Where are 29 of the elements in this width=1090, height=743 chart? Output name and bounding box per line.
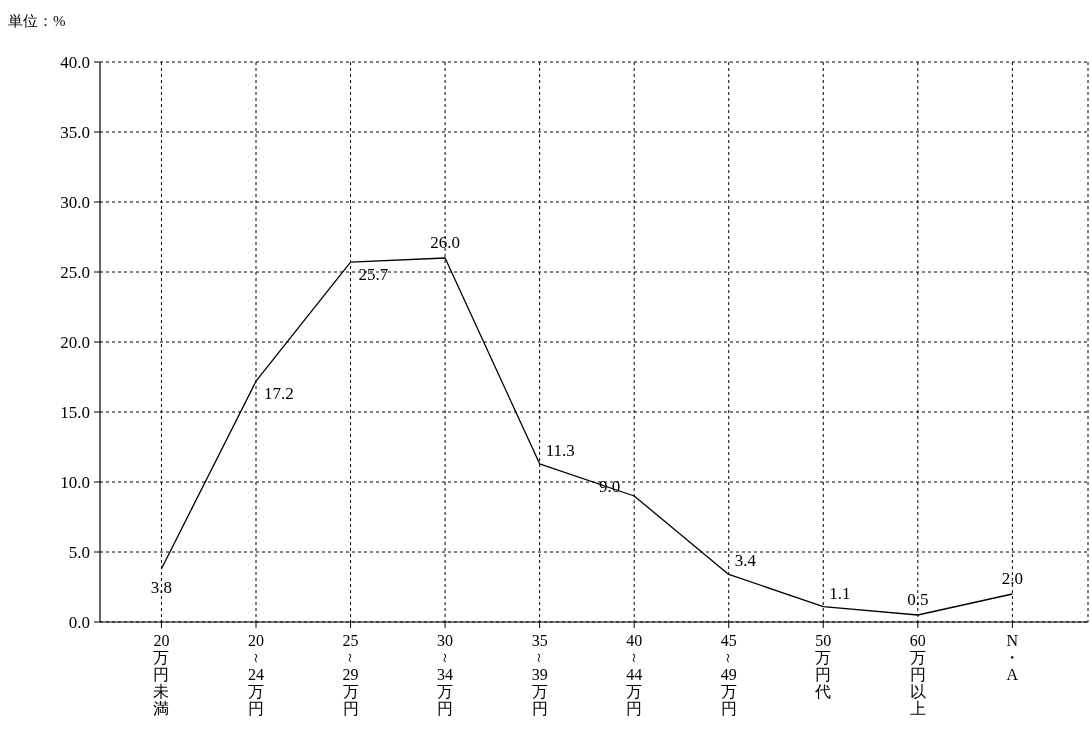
y-tick-label: 35.0 xyxy=(60,123,90,142)
y-tick-label: 20.0 xyxy=(60,333,90,352)
y-tick-label: 15.0 xyxy=(60,403,90,422)
data-label: 11.3 xyxy=(545,440,575,460)
data-label: 26.0 xyxy=(430,233,460,252)
category-label: N・A xyxy=(1004,632,1021,683)
y-axis-title: 単位：% xyxy=(8,13,66,29)
y-tick-label: 5.0 xyxy=(68,543,90,562)
y-tick-label: 30.0 xyxy=(60,193,90,212)
y-tick-label: 0.0 xyxy=(68,613,90,632)
category-label: 60万円以上 xyxy=(909,632,926,717)
category-label: 35～39万円 xyxy=(531,632,548,717)
data-label: 3.8 xyxy=(150,577,173,597)
category-label: 45～49万円 xyxy=(720,632,737,717)
category-label: 20～24万円 xyxy=(248,632,264,717)
data-label: 25.7 xyxy=(358,265,389,285)
data-label: 3.4 xyxy=(734,551,757,571)
y-tick-label: 10.0 xyxy=(60,473,90,492)
data-label: 17.2 xyxy=(264,384,294,404)
category-label: 20万円未満 xyxy=(153,632,170,717)
category-label: 50万円代 xyxy=(815,632,832,700)
data-label: 1.1 xyxy=(829,583,851,603)
category-label: 30～34万円 xyxy=(437,632,454,717)
data-label: 2.0 xyxy=(1001,569,1023,588)
category-label: 25～29万円 xyxy=(342,632,359,717)
y-tick-label: 40.0 xyxy=(60,53,90,72)
data-label: 0.5 xyxy=(907,590,929,609)
category-label: 40～44万円 xyxy=(626,632,643,717)
y-tick-label: 25.0 xyxy=(60,263,90,282)
